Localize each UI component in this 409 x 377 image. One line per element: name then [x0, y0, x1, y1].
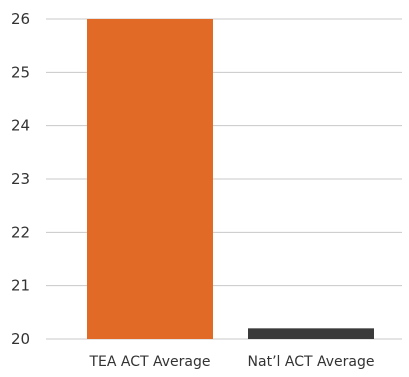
bar-2	[248, 328, 374, 339]
y-tick-label-24: 24	[11, 117, 30, 135]
x-category-label-1: TEA ACT Average	[88, 354, 210, 370]
y-axis-tick-labels: 20 21 22 23 24 25 26	[11, 10, 30, 348]
y-tick-label-20: 20	[11, 330, 30, 348]
y-tick-label-22: 22	[11, 223, 30, 241]
y-tick-label-21: 21	[11, 277, 30, 295]
x-category-label-2: Nat’l ACT Average	[248, 354, 375, 370]
y-tick-label-25: 25	[11, 63, 30, 81]
y-tick-label-23: 23	[11, 170, 30, 188]
bar-1	[87, 19, 213, 339]
x-axis-category-labels: TEA ACT Average Nat’l ACT Average	[88, 354, 374, 370]
bars	[87, 19, 374, 339]
y-tick-label-26: 26	[11, 10, 30, 28]
